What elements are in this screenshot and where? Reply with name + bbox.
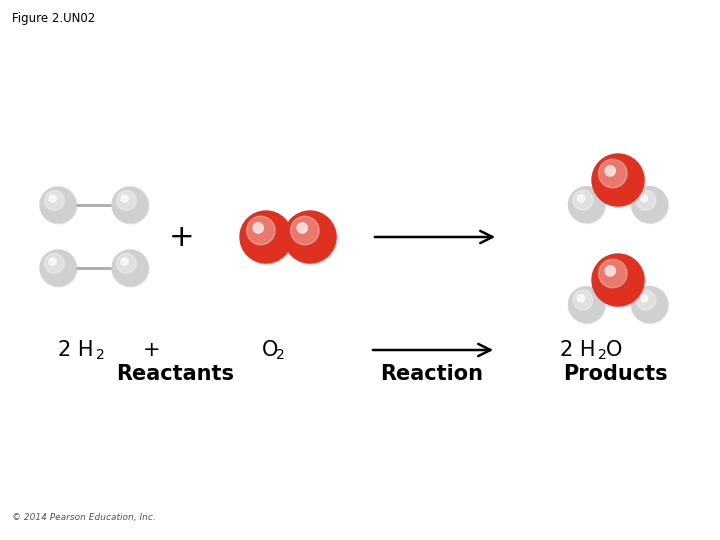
Circle shape	[112, 250, 148, 286]
Circle shape	[113, 251, 149, 287]
Circle shape	[641, 295, 648, 302]
Text: Reactants: Reactants	[116, 364, 234, 384]
Circle shape	[632, 187, 668, 224]
Text: O: O	[262, 340, 279, 360]
Circle shape	[605, 166, 616, 176]
Text: Figure 2.UN02: Figure 2.UN02	[12, 12, 95, 25]
Circle shape	[40, 187, 76, 223]
Circle shape	[285, 212, 337, 264]
Text: 2 H: 2 H	[58, 340, 94, 360]
Text: Reaction: Reaction	[380, 364, 484, 384]
Circle shape	[297, 222, 307, 233]
Circle shape	[49, 258, 56, 265]
Text: 2: 2	[96, 348, 104, 362]
Circle shape	[631, 187, 667, 222]
Circle shape	[592, 154, 644, 206]
Circle shape	[573, 190, 593, 210]
Circle shape	[577, 295, 585, 302]
Circle shape	[570, 287, 606, 323]
Circle shape	[45, 254, 64, 273]
Text: O: O	[606, 340, 622, 360]
Circle shape	[41, 251, 77, 287]
Circle shape	[121, 195, 128, 202]
Circle shape	[569, 187, 605, 222]
Circle shape	[284, 211, 336, 263]
Circle shape	[113, 188, 149, 224]
Circle shape	[598, 259, 627, 288]
Circle shape	[641, 195, 648, 202]
Circle shape	[112, 187, 148, 223]
Circle shape	[246, 216, 275, 245]
Circle shape	[636, 190, 656, 210]
Text: 2: 2	[598, 348, 607, 362]
Circle shape	[40, 250, 76, 286]
Circle shape	[41, 188, 77, 224]
Circle shape	[569, 287, 605, 322]
Circle shape	[605, 266, 616, 276]
Circle shape	[240, 211, 292, 263]
Circle shape	[45, 191, 64, 211]
Text: © 2014 Pearson Education, Inc.: © 2014 Pearson Education, Inc.	[12, 513, 156, 522]
Circle shape	[117, 254, 136, 273]
Circle shape	[593, 156, 645, 207]
Circle shape	[598, 159, 627, 188]
Text: 2: 2	[276, 348, 284, 362]
Text: +: +	[143, 340, 161, 360]
Circle shape	[253, 222, 264, 233]
Circle shape	[632, 287, 668, 323]
Circle shape	[631, 287, 667, 322]
Circle shape	[117, 191, 136, 211]
Circle shape	[241, 212, 293, 264]
Circle shape	[636, 290, 656, 310]
Text: Products: Products	[563, 364, 667, 384]
Text: 2 H: 2 H	[560, 340, 595, 360]
Circle shape	[573, 290, 593, 310]
Circle shape	[49, 195, 56, 202]
Circle shape	[593, 255, 645, 307]
Text: +: +	[169, 222, 195, 252]
Circle shape	[570, 187, 606, 224]
Circle shape	[121, 258, 128, 265]
Circle shape	[290, 216, 319, 245]
Circle shape	[577, 195, 585, 202]
Circle shape	[592, 254, 644, 306]
